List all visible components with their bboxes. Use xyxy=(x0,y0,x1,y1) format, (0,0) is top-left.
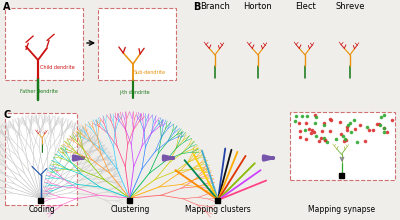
Point xyxy=(318,129,325,132)
Text: Elect: Elect xyxy=(295,2,315,11)
Point xyxy=(308,131,314,134)
Point xyxy=(378,116,384,119)
Point xyxy=(343,138,350,141)
Text: Child dendrite: Child dendrite xyxy=(40,65,75,70)
Point xyxy=(311,130,318,134)
Point xyxy=(348,130,354,134)
Point xyxy=(293,114,299,118)
Point xyxy=(303,121,309,124)
Point xyxy=(351,119,357,122)
Point xyxy=(370,128,376,131)
Point xyxy=(337,120,343,123)
Point xyxy=(344,126,350,129)
Text: Branch: Branch xyxy=(200,2,230,11)
Point xyxy=(302,128,308,132)
Point xyxy=(352,128,359,131)
Point xyxy=(340,134,346,138)
Text: A: A xyxy=(3,2,10,12)
Point xyxy=(344,128,350,132)
Point xyxy=(316,139,322,143)
Point xyxy=(309,128,316,132)
Point xyxy=(321,121,327,125)
Point xyxy=(338,133,344,136)
Point xyxy=(296,121,302,125)
Point xyxy=(327,117,334,121)
Text: Horton: Horton xyxy=(244,2,272,11)
Bar xyxy=(290,112,395,180)
Point xyxy=(381,130,387,134)
Text: Clustering: Clustering xyxy=(110,205,150,214)
Point xyxy=(306,127,312,131)
Point xyxy=(321,138,328,141)
Point xyxy=(292,119,298,122)
Point xyxy=(356,123,363,127)
Point xyxy=(324,140,330,143)
Bar xyxy=(38,198,43,203)
Text: Coding: Coding xyxy=(29,205,55,214)
Point xyxy=(376,122,382,126)
Point xyxy=(384,130,390,133)
Bar xyxy=(127,198,132,203)
Point xyxy=(374,122,380,126)
Point xyxy=(364,125,370,128)
Point xyxy=(341,139,348,143)
Text: Mapping synapse: Mapping synapse xyxy=(308,205,376,214)
Point xyxy=(362,139,368,143)
Point xyxy=(296,135,303,138)
Point xyxy=(313,115,320,119)
Bar xyxy=(339,173,344,178)
Point xyxy=(381,126,387,130)
Point xyxy=(304,114,310,117)
Point xyxy=(302,138,309,141)
Point xyxy=(297,129,304,132)
Text: Sub-dendrite: Sub-dendrite xyxy=(134,70,166,75)
Bar xyxy=(5,113,77,205)
Text: Mapping clusters: Mapping clusters xyxy=(185,205,251,214)
Point xyxy=(320,136,327,140)
Point xyxy=(345,123,351,126)
Text: B: B xyxy=(193,2,200,12)
Point xyxy=(322,139,328,142)
Text: C: C xyxy=(3,110,10,120)
Point xyxy=(332,137,339,140)
Point xyxy=(311,122,318,125)
Bar xyxy=(215,198,220,203)
Point xyxy=(377,123,383,126)
Point xyxy=(342,137,348,140)
Point xyxy=(354,140,360,143)
Point xyxy=(366,128,372,131)
Point xyxy=(312,113,319,116)
Bar xyxy=(5,8,83,80)
Text: j-th dendrite: j-th dendrite xyxy=(119,90,150,95)
Point xyxy=(321,123,328,127)
Point xyxy=(328,118,334,122)
Point xyxy=(381,113,388,117)
Point xyxy=(347,121,354,125)
Point xyxy=(318,137,324,140)
Bar xyxy=(98,8,176,80)
Text: Father dendrite: Father dendrite xyxy=(20,89,58,94)
Point xyxy=(389,119,395,122)
Point xyxy=(381,126,388,129)
Point xyxy=(313,135,320,138)
Text: Shreve: Shreve xyxy=(335,2,365,11)
Point xyxy=(327,129,333,133)
Point xyxy=(299,114,305,117)
